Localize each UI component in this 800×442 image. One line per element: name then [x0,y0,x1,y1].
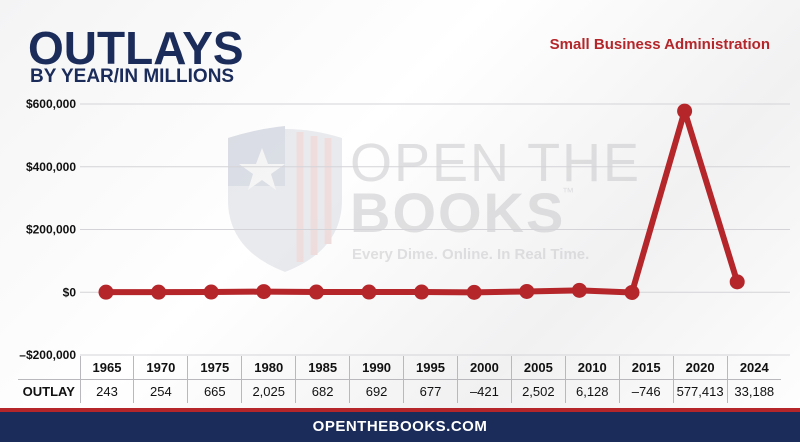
shield-flag-icon [228,126,342,272]
outlay-value-2005: 2,502 [510,379,566,403]
footer-site: OPENTHEBOOKS.COM [312,418,488,435]
outlay-value-1970: 254 [133,379,188,403]
data-point-1970 [151,284,167,300]
year-header-2005: 2005 [510,356,566,380]
outlay-value-1990: 692 [349,379,404,403]
year-header-1990: 1990 [349,356,404,380]
data-point-1995 [414,284,430,300]
watermark-tm: ™ [562,185,574,199]
y-axis: –$200,000$0$200,000$400,000$600,000 [19,97,76,362]
watermark-line2: BOOKS [350,181,565,244]
data-point-1965 [98,284,114,300]
y-tick-label: $600,000 [26,97,76,111]
year-header-2015: 2015 [618,356,674,380]
series-line [98,103,745,300]
data-point-1980 [256,284,272,300]
y-tick-label: $400,000 [26,160,76,174]
agency-name: Small Business Administration [549,36,770,53]
watermark-tagline: Every Dime. Online. In Real Time. [352,246,589,263]
table-corner-cell [18,356,80,380]
outlay-value-2024: 33,188 [726,379,781,403]
table-header-row: 1965 1970 1975 1980 1985 1990 1995 2000 2005 2010… [18,356,781,380]
outlay-value-1985: 682 [295,379,350,403]
year-header-1995: 1995 [403,356,458,380]
page-title: OUTLAYS [28,22,244,74]
outlay-value-1975: 665 [187,379,242,403]
page-subtitle: BY YEAR/IN MILLIONS [30,66,235,87]
outlay-value-2010: 6,128 [564,379,620,403]
footer-bar: OPENTHEBOOKS.COM [0,408,800,442]
outlay-value-1995: 677 [403,379,458,403]
data-point-2010 [571,282,587,298]
data-point-1985 [308,284,324,300]
outlay-value-2015: –746 [618,379,674,403]
watermark: OPEN THE BOOKS ™ Every Dime. Online. In … [228,126,641,272]
year-header-2020: 2020 [672,356,728,380]
outlay-value-2000: –421 [456,379,512,403]
year-header-1970: 1970 [133,356,188,380]
year-header-1980: 1980 [241,356,296,380]
data-point-2020 [677,103,693,119]
year-header-1985: 1985 [295,356,350,380]
y-tick-label: $0 [63,285,77,299]
y-tick-label: $200,000 [26,223,76,237]
data-point-2005 [519,283,535,299]
outlay-value-2020: 577,413 [672,379,728,403]
year-header-2024: 2024 [726,356,781,380]
year-header-1975: 1975 [187,356,242,380]
data-table: 1965 1970 1975 1980 1985 1990 1995 2000 2005 2010… [18,356,781,403]
outlay-value-1980: 2,025 [241,379,296,403]
row-label: OUTLAY [22,384,75,399]
watermark-line1: OPEN THE [350,133,641,193]
year-header-2010: 2010 [564,356,620,380]
data-point-2015 [624,284,640,300]
table-row: OUTLAY 243 254 665 2,025 682 692 677 –421 2,502 6… [18,379,781,403]
year-header-2000: 2000 [456,356,512,380]
outlay-value-1965: 243 [79,379,134,403]
data-point-1975 [203,284,219,300]
data-point-2024 [729,274,745,290]
data-point-1990 [361,284,377,300]
data-point-2000 [466,284,482,300]
year-header-1965: 1965 [79,356,134,380]
